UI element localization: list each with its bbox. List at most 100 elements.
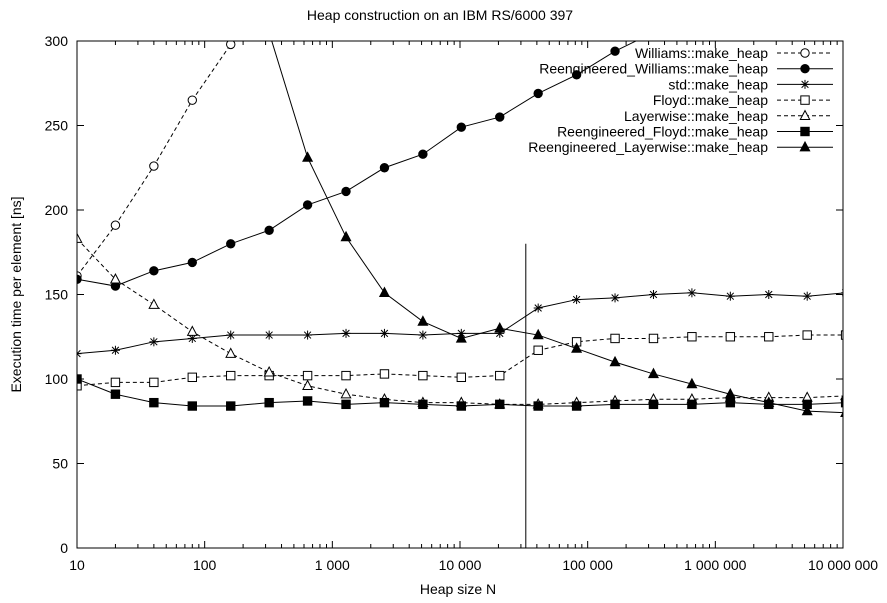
data-point bbox=[764, 332, 774, 342]
star-stroke bbox=[649, 290, 658, 299]
data-point bbox=[226, 239, 236, 249]
data-point bbox=[226, 41, 236, 50]
data-point bbox=[378, 286, 390, 298]
data-point bbox=[187, 401, 197, 411]
series-reengineered-williams-make-heap bbox=[77, 3, 696, 291]
data-point bbox=[533, 303, 543, 313]
legend-marker bbox=[799, 109, 811, 120]
data-point bbox=[494, 322, 506, 333]
data-point bbox=[302, 151, 314, 162]
data-point bbox=[841, 289, 843, 297]
star-stroke bbox=[534, 304, 542, 312]
data-point bbox=[647, 367, 660, 379]
data-point bbox=[571, 342, 583, 353]
legend-label: Floyd::make_heap bbox=[653, 92, 768, 108]
data-point bbox=[456, 372, 467, 383]
data-point bbox=[840, 411, 843, 417]
legend-label: Reengineered_Floyd::make_heap bbox=[557, 124, 768, 140]
y-tick-label: 200 bbox=[45, 202, 69, 218]
y-tick-label: 150 bbox=[45, 287, 69, 303]
data-point bbox=[379, 397, 390, 408]
data-point bbox=[495, 112, 505, 122]
data-point bbox=[802, 291, 812, 301]
star-stroke bbox=[611, 294, 619, 302]
data-point bbox=[187, 95, 197, 105]
data-point bbox=[571, 401, 582, 411]
data-point bbox=[187, 333, 197, 343]
star-stroke bbox=[688, 289, 696, 297]
x-axis-title: Heap size N bbox=[420, 581, 496, 597]
data-point bbox=[725, 332, 736, 342]
data-point bbox=[418, 330, 428, 340]
legend-item: Floyd::make_heap bbox=[653, 92, 833, 108]
data-point bbox=[572, 295, 582, 305]
data-point bbox=[571, 70, 582, 80]
data-point bbox=[77, 232, 83, 243]
star-stroke bbox=[726, 292, 735, 300]
data-point bbox=[149, 397, 159, 408]
data-point bbox=[610, 399, 620, 410]
data-point bbox=[532, 328, 544, 340]
data-point bbox=[264, 397, 274, 408]
data-point bbox=[379, 328, 389, 338]
x-tick-label: 10 bbox=[69, 557, 85, 573]
data-point bbox=[725, 397, 736, 408]
data-point bbox=[149, 161, 159, 171]
data-point bbox=[302, 379, 314, 390]
legend-label: Reengineered_Williams::make_heap bbox=[539, 61, 768, 77]
ticks-layer: 0 50 100 150 200 250 300 10 100 1 000 10 000 100 00… bbox=[45, 33, 879, 573]
data-point bbox=[725, 291, 735, 301]
data-point bbox=[610, 293, 620, 303]
series-std-make-heap bbox=[77, 288, 843, 359]
data-point bbox=[340, 230, 352, 242]
star-stroke bbox=[801, 80, 809, 89]
x-tick-label: 1 000 000 bbox=[684, 557, 746, 573]
data-point bbox=[649, 28, 657, 36]
data-point bbox=[226, 401, 236, 411]
data-point bbox=[264, 225, 274, 235]
data-point bbox=[648, 290, 658, 299]
legend: Williams::make_heapReengineered_Williams… bbox=[528, 45, 833, 155]
star-stroke bbox=[77, 352, 81, 358]
x-tick-label: 100 000 bbox=[562, 557, 613, 573]
data-point bbox=[186, 325, 198, 336]
data-point bbox=[148, 298, 160, 309]
star-stroke bbox=[419, 331, 427, 339]
legend-marker bbox=[799, 140, 811, 152]
data-point bbox=[302, 396, 313, 406]
data-point bbox=[341, 399, 351, 410]
data-point bbox=[226, 370, 236, 381]
y-tick-label: 100 bbox=[45, 371, 69, 387]
data-point bbox=[149, 266, 159, 276]
data-point bbox=[724, 387, 736, 399]
star-stroke bbox=[265, 331, 273, 339]
series-line bbox=[77, 334, 843, 387]
x-tick-label: 10 000 bbox=[439, 557, 482, 573]
legend-marker bbox=[800, 95, 810, 105]
data-point bbox=[417, 315, 429, 326]
legend-marker bbox=[800, 48, 810, 58]
data-point bbox=[686, 377, 698, 389]
star-stroke bbox=[380, 329, 389, 338]
data-point bbox=[418, 149, 428, 159]
data-point bbox=[648, 333, 659, 344]
data-point bbox=[495, 399, 505, 410]
data-point bbox=[455, 332, 467, 343]
data-point bbox=[687, 399, 697, 410]
data-point bbox=[379, 163, 390, 173]
legend-item: std::make_heap bbox=[668, 76, 833, 92]
data-point bbox=[688, 3, 696, 11]
data-point bbox=[341, 328, 351, 338]
legend-item: Reengineered_Williams::make_heap bbox=[539, 61, 833, 77]
data-point bbox=[303, 330, 313, 340]
x-tick-label: 1 000 bbox=[315, 557, 350, 573]
y-tick-label: 300 bbox=[45, 33, 69, 49]
data-point bbox=[302, 200, 313, 210]
series-line bbox=[77, 292, 843, 355]
star-stroke bbox=[226, 331, 235, 339]
data-point bbox=[77, 349, 82, 359]
data-point bbox=[648, 399, 659, 410]
data-point bbox=[687, 332, 697, 342]
data-point bbox=[801, 404, 813, 416]
